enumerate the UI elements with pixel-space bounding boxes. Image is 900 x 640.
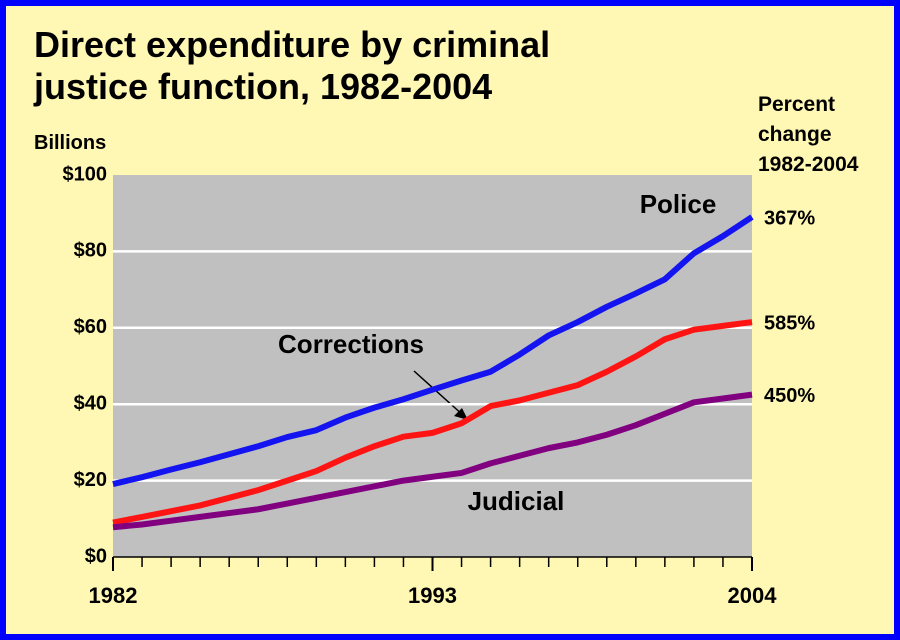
series-line — [112, 391, 753, 531]
x-tick-label: 1993 — [408, 583, 457, 608]
y-tick-label: $40 — [74, 392, 107, 414]
plot-svg: $0 $20 $40 $60 $80 $100 1982 1993 2004 Police 367%… — [63, 163, 816, 608]
x-tick-label: 1982 — [89, 583, 138, 608]
y-tick-label: $80 — [74, 240, 107, 262]
series-line — [112, 214, 754, 487]
y-tick-label: $100 — [63, 163, 108, 185]
change-label: 585% — [764, 312, 815, 334]
chart-title: Direct expenditure by criminal justice f… — [34, 24, 551, 107]
series-label: Corrections — [278, 329, 424, 359]
arrow — [413, 370, 465, 417]
arrow-head — [454, 408, 468, 420]
y-tick-label: $20 — [74, 469, 107, 491]
y-tick-label: $0 — [85, 545, 107, 567]
series-label: Police — [640, 189, 717, 219]
change-label: 450% — [764, 385, 815, 407]
series-label: Judicial — [468, 486, 565, 516]
annotation-header: Percent change 1982-2004 — [758, 93, 859, 176]
y-tick-label: $60 — [74, 316, 107, 338]
y-axis-label: Billions — [34, 132, 107, 154]
change-label: 367% — [764, 207, 815, 229]
plot-area — [113, 175, 752, 557]
series-line — [112, 319, 753, 526]
x-tick-label: 2004 — [728, 583, 778, 608]
